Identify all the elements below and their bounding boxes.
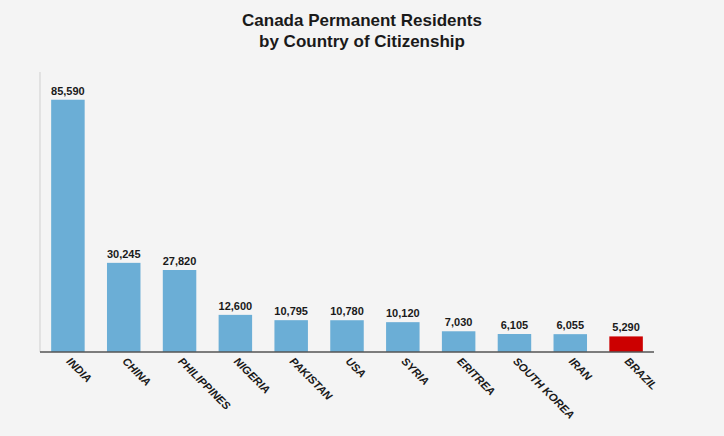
bar xyxy=(219,315,252,352)
data-label: 10,120 xyxy=(386,307,420,319)
title-line: Canada Permanent Residents xyxy=(242,11,482,30)
data-label: 6,105 xyxy=(501,319,529,331)
bar xyxy=(442,331,475,352)
title-line: by Country of Citizenship xyxy=(259,32,465,51)
x-tick-label: PAKISTAN xyxy=(288,355,336,403)
data-label: 7,030 xyxy=(445,316,473,328)
x-tick-label: ERITREA xyxy=(455,355,498,398)
title: Canada Permanent Residents by Country of … xyxy=(242,11,482,51)
x-tick-label: BRAZIL xyxy=(623,355,660,392)
x-tick-label: PHILIPPINES xyxy=(176,355,233,412)
bar xyxy=(498,334,531,352)
data-label: 12,600 xyxy=(219,300,253,312)
data-label: 30,245 xyxy=(107,248,141,260)
bar xyxy=(51,100,84,352)
bars xyxy=(51,100,643,352)
x-tick-label: IRAN xyxy=(567,355,595,383)
bar xyxy=(107,263,140,352)
bar xyxy=(386,322,419,352)
x-tick-label: NIGERIA xyxy=(232,355,273,396)
data-label: 10,795 xyxy=(274,305,308,317)
data-label: 27,820 xyxy=(163,255,197,267)
bar xyxy=(609,336,642,352)
x-tick-label: SYRIA xyxy=(399,355,431,387)
x-tick-label: CHINA xyxy=(120,355,153,388)
data-label: 85,590 xyxy=(51,85,85,97)
y-axis-line xyxy=(40,72,41,352)
bar xyxy=(274,320,307,352)
bar xyxy=(330,320,363,352)
x-axis-line xyxy=(40,351,654,353)
bar xyxy=(554,334,587,352)
data-label: 5,290 xyxy=(612,321,640,333)
bar xyxy=(163,270,196,352)
data-label: 10,780 xyxy=(330,305,364,317)
data-label: 6,055 xyxy=(557,319,585,331)
x-tick-label: INDIA xyxy=(64,355,94,385)
chart: Canada Permanent Residents by Country of … xyxy=(0,0,724,436)
x-tick-label: USA xyxy=(344,355,369,380)
x-tick-label: SOUTH KOREA xyxy=(511,355,577,421)
